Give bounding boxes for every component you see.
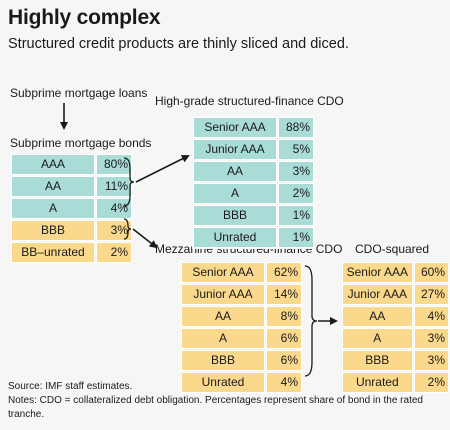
tranche-share: 88% <box>278 117 314 138</box>
tranche-name: Junior AAA <box>181 284 265 305</box>
tranche-name: AA <box>342 306 413 327</box>
tranche-share: 14% <box>266 284 302 305</box>
tranche-name: BB–unrated <box>11 242 95 263</box>
tranche-row: A 2% <box>193 183 314 204</box>
tranche-share: 6% <box>266 328 302 349</box>
tranche-share: 2% <box>96 242 132 263</box>
tranche-row: BBB 3% <box>342 350 449 371</box>
tranche-name: Unrated <box>342 372 413 393</box>
tranche-share: 3% <box>413 350 449 371</box>
tranche-row: Senior AAA 60% <box>342 262 449 283</box>
cdo-squared-table: Senior AAA 60% Junior AAA 27% AA 4% A 3% BBB 3% Un… <box>341 261 450 394</box>
mezzanine-cdo-table: Senior AAA 62% Junior AAA 14% AA 8% A 6% BBB 6% Un… <box>180 261 303 394</box>
tranche-name: AA <box>11 176 95 197</box>
source-note: Source: IMF staff estimates. <box>8 381 133 392</box>
tranche-row: BBB 3% <box>11 220 132 241</box>
brace-lower-tranches <box>123 218 132 240</box>
tranche-name: A <box>342 328 413 349</box>
tranche-share: 80% <box>96 154 132 175</box>
tranche-row: AA 3% <box>193 161 314 182</box>
tranche-name: BBB <box>342 350 413 371</box>
tranche-share: 1% <box>278 205 314 226</box>
tranche-row: A 3% <box>342 328 449 349</box>
cdo-squared-label: CDO-squared <box>355 242 430 256</box>
tranche-row: Junior AAA 27% <box>342 284 449 305</box>
tranche-share: 8% <box>266 306 302 327</box>
tranche-row: A 6% <box>181 328 302 349</box>
tranche-row: BB–unrated 2% <box>11 242 132 263</box>
tranche-row: BBB 6% <box>181 350 302 371</box>
tranche-name: AA <box>193 161 277 182</box>
tranche-row: AAA 80% <box>11 154 132 175</box>
tranche-share: 3% <box>413 328 449 349</box>
tranche-row: A 4% <box>11 198 132 219</box>
tranche-row: Unrated 1% <box>193 227 314 248</box>
highgrade-label: High-grade structured-finance CDO <box>155 94 344 108</box>
page-subtitle: Structured credit products are thinly sl… <box>8 36 349 52</box>
bonds-label: Subprime mortgage bonds <box>10 136 152 150</box>
tranche-share: 2% <box>413 372 449 393</box>
tranche-share: 62% <box>266 262 302 283</box>
tranche-share: 27% <box>413 284 449 305</box>
tranche-share: 5% <box>278 139 314 160</box>
subprime-bonds-table: AAA 80% AA 11% A 4% BBB 3% BB–unrated 2% <box>10 153 133 264</box>
tranche-row: BBB 1% <box>193 205 314 226</box>
tranche-name: AA <box>181 306 265 327</box>
tranche-name: Unrated <box>193 227 277 248</box>
tranche-share: 11% <box>96 176 132 197</box>
tranche-row: Unrated 4% <box>181 372 302 393</box>
tranche-row: Unrated 2% <box>342 372 449 393</box>
tranche-row: AA 8% <box>181 306 302 327</box>
tranche-name: Junior AAA <box>342 284 413 305</box>
tranche-name: A <box>193 183 277 204</box>
highgrade-cdo-table: Senior AAA 88% Junior AAA 5% AA 3% A 2% BBB 1% Unr… <box>192 116 315 249</box>
tranche-name: Unrated <box>181 372 265 393</box>
tranche-share: 3% <box>278 161 314 182</box>
tranche-row: Senior AAA 88% <box>193 117 314 138</box>
tranche-share: 6% <box>266 350 302 371</box>
tranche-share: 2% <box>278 183 314 204</box>
tranche-share: 4% <box>266 372 302 393</box>
tranche-row: AA 4% <box>342 306 449 327</box>
tranche-name: BBB <box>193 205 277 226</box>
tranche-share: 60% <box>413 262 449 283</box>
tranche-name: Senior AAA <box>193 117 277 138</box>
tranche-share: 4% <box>413 306 449 327</box>
brace-mezzanine <box>304 265 318 377</box>
tranche-name: Junior AAA <box>193 139 277 160</box>
loans-label: Subprime mortgage loans <box>10 86 148 100</box>
tranche-name: Senior AAA <box>342 262 413 283</box>
tranche-name: AAA <box>11 154 95 175</box>
arrow-bonds-to-highgrade <box>135 155 190 183</box>
arrow-bonds-to-mezzanine <box>132 228 158 249</box>
tranche-row: AA 11% <box>11 176 132 197</box>
tranche-row: Senior AAA 62% <box>181 262 302 283</box>
footnotes: Source: IMF staff estimates. Notes: CDO … <box>8 380 444 422</box>
tranche-share: 4% <box>96 198 132 219</box>
tranche-share: 1% <box>278 227 314 248</box>
tranche-row: Junior AAA 5% <box>193 139 314 160</box>
tranche-row: Junior AAA 14% <box>181 284 302 305</box>
tranche-name: Senior AAA <box>181 262 265 283</box>
notes-text: Notes: CDO = collateralized debt obligat… <box>8 395 423 420</box>
tranche-name: A <box>11 198 95 219</box>
tranche-name: BBB <box>181 350 265 371</box>
page-title: Highly complex <box>8 6 161 29</box>
tranche-name: A <box>181 328 265 349</box>
brace-top-tranches <box>123 157 135 207</box>
tranche-name: BBB <box>11 220 95 241</box>
tranche-share: 3% <box>96 220 132 241</box>
